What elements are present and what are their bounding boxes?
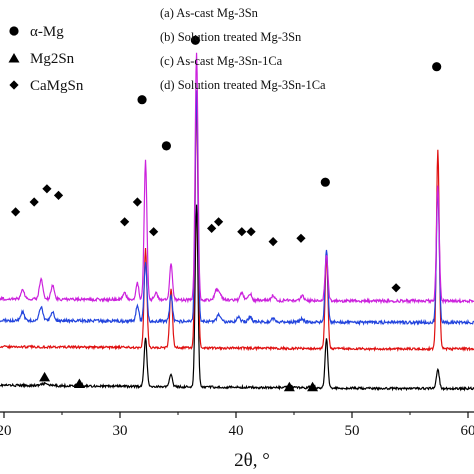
alpha-mg-marker <box>190 35 200 45</box>
camgsn-marker <box>132 197 142 207</box>
camgsn-marker <box>391 283 401 293</box>
camgsn-marker <box>149 227 159 237</box>
camgsn-marker <box>246 227 256 237</box>
series-trace <box>0 99 474 353</box>
alpha-mg-marker <box>9 26 19 36</box>
series-layer <box>0 52 474 392</box>
camgsn-marker <box>268 237 278 247</box>
series-trace <box>0 52 474 305</box>
sample-caption: (c) As-cast Mg-3Sn-1Ca <box>160 54 283 68</box>
phase-legend: α-Mg Mg2Sn CaMgSn <box>8 24 84 94</box>
x-axis: 203040506070 <box>0 411 474 439</box>
sample-caption: (a) As-cast Mg-3Sn <box>160 6 259 20</box>
mg2sn-marker <box>73 378 85 388</box>
camgsn-marker <box>207 223 217 233</box>
alpha-mg-marker <box>432 62 442 72</box>
alpha-mg-marker <box>161 141 171 151</box>
camgsn-marker <box>9 80 19 90</box>
x-tick-label: 60 <box>461 423 474 439</box>
camgsn-marker <box>214 217 224 227</box>
camgsn-marker <box>42 184 52 194</box>
alpha-mg-marker <box>137 95 147 105</box>
camgsn-marker <box>237 227 247 237</box>
sample-caption: (d) Solution treated Mg-3Sn-1Ca <box>160 78 326 92</box>
x-tick-label: 20 <box>0 423 12 439</box>
mg2sn-marker <box>283 381 295 392</box>
mg2sn-marker <box>39 371 51 382</box>
x-tick-label: 30 <box>113 423 128 439</box>
camgsn-marker <box>296 233 306 243</box>
alpha-mg-marker <box>320 177 330 187</box>
mg2sn-marker <box>307 381 319 392</box>
camgsn-marker <box>29 197 39 207</box>
phase-legend-label: Mg2Sn <box>30 51 75 67</box>
series-trace <box>0 90 474 327</box>
camgsn-marker <box>11 207 21 217</box>
x-tick-label: 50 <box>345 423 360 439</box>
x-axis-title: 2θ, ° <box>234 450 270 471</box>
sample-captions: (a) As-cast Mg-3Sn (b) Solution treated M… <box>160 6 326 92</box>
sample-caption: (b) Solution treated Mg-3Sn <box>160 30 302 44</box>
camgsn-marker <box>120 217 130 227</box>
marker-layer <box>11 35 442 392</box>
phase-legend-label: CaMgSn <box>30 78 84 94</box>
x-tick-label: 40 <box>229 423 244 439</box>
camgsn-marker <box>53 190 64 200</box>
phase-legend-label: α-Mg <box>30 24 64 40</box>
series-trace <box>0 204 474 392</box>
mg2sn-marker <box>8 53 20 63</box>
